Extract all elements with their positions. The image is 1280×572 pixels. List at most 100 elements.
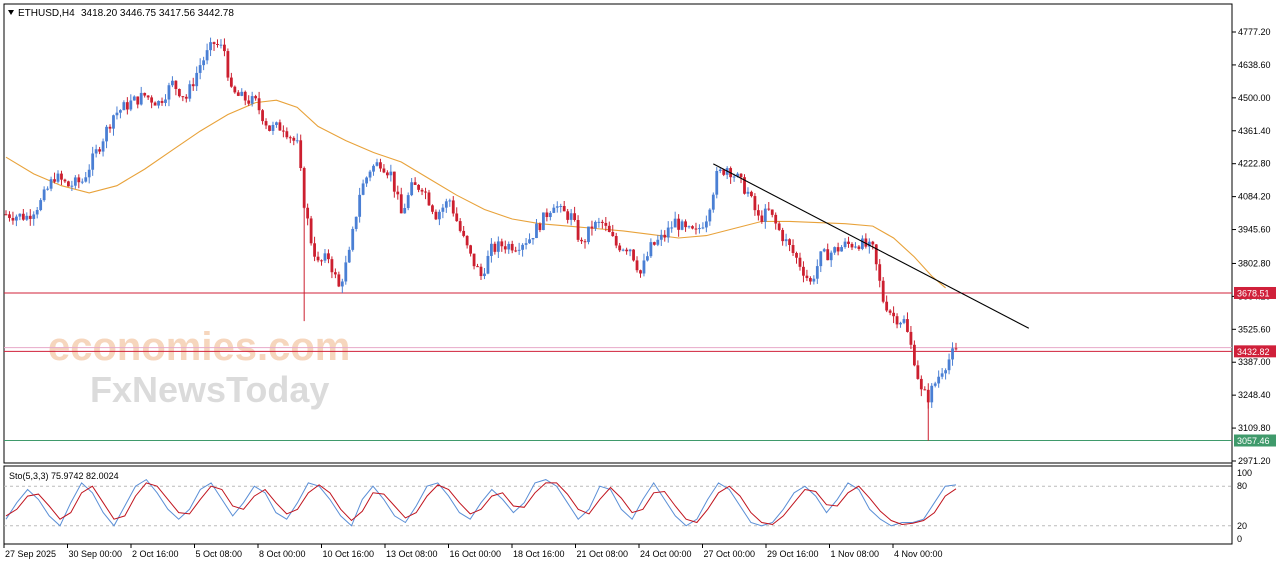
candle <box>327 249 330 264</box>
candle-body <box>618 245 622 251</box>
candle <box>368 169 372 182</box>
candle <box>268 125 271 132</box>
candle-body <box>878 264 882 281</box>
trendline[interactable] <box>713 163 1030 329</box>
horizontal-levels <box>4 292 1232 442</box>
stochastic-tick-label: 20 <box>1237 521 1247 531</box>
candle-body <box>465 235 469 246</box>
candle <box>98 146 102 155</box>
candle <box>288 135 292 144</box>
candle <box>930 383 934 408</box>
candle <box>698 224 701 234</box>
candle <box>174 80 178 96</box>
price-tick-label: 4500.00 <box>1238 93 1271 103</box>
candle <box>812 275 816 285</box>
ma-line <box>5 99 946 289</box>
candle-body <box>271 124 275 131</box>
price-tick-label: 3109.80 <box>1238 423 1271 433</box>
time-tick-label: 27 Oct 00:00 <box>704 549 756 559</box>
candle <box>337 271 341 288</box>
candle-body <box>281 130 285 132</box>
candle-body <box>316 256 320 261</box>
stochastic-pane[interactable] <box>3 465 1233 545</box>
candle <box>909 326 913 350</box>
candle-body <box>628 249 632 252</box>
candle <box>711 192 715 213</box>
price-tick-label: 3248.40 <box>1238 390 1271 400</box>
candle-body <box>462 230 466 236</box>
candle-body <box>132 96 136 101</box>
candle <box>944 368 947 380</box>
candle-body <box>639 270 642 274</box>
candle <box>11 211 15 225</box>
candle <box>722 168 726 177</box>
candle <box>396 185 400 200</box>
candle-body <box>188 84 192 99</box>
candle <box>441 203 445 219</box>
candle-body <box>25 215 29 220</box>
collapse-arrow-icon[interactable] <box>8 10 14 15</box>
candle <box>808 276 812 285</box>
candle <box>798 252 802 271</box>
candle <box>826 243 830 261</box>
candle <box>316 251 320 263</box>
candle-body <box>226 51 230 78</box>
candle <box>399 187 403 214</box>
candle <box>35 207 39 219</box>
candle-body <box>233 86 237 93</box>
candle <box>656 235 660 247</box>
candle-body <box>340 281 344 287</box>
candle-body <box>535 223 538 239</box>
candle <box>320 259 323 266</box>
candle-body <box>295 140 299 142</box>
candle <box>604 216 608 232</box>
level-tag-text: 3432.82 <box>1237 347 1270 357</box>
price-tick-label: 4222.80 <box>1238 159 1271 169</box>
candle <box>212 41 216 51</box>
candle-body <box>538 223 542 231</box>
candle <box>618 242 622 253</box>
candle-body <box>580 239 583 242</box>
candle-body <box>98 149 102 152</box>
candle-body <box>691 226 694 229</box>
candle-body <box>410 182 414 196</box>
trendline-segment[interactable] <box>713 163 1030 329</box>
candle <box>590 220 594 236</box>
candle-body <box>767 208 771 210</box>
candle <box>226 48 230 81</box>
candle <box>39 198 43 212</box>
candle-body <box>684 221 687 228</box>
candle-body <box>698 228 701 230</box>
candle <box>517 242 521 255</box>
candle-body <box>337 274 341 287</box>
candle-body <box>396 191 400 195</box>
candle-body <box>926 389 930 403</box>
candle <box>642 253 646 277</box>
candle <box>424 187 427 200</box>
candle-body <box>885 301 889 311</box>
candle <box>385 170 389 179</box>
candle <box>361 179 365 196</box>
candle-body <box>812 278 816 282</box>
candle <box>333 268 337 279</box>
candle <box>67 180 70 187</box>
candle <box>677 214 681 237</box>
candle-body <box>649 242 653 257</box>
candle <box>209 37 212 57</box>
candle <box>77 174 81 189</box>
candle-body <box>247 100 251 104</box>
candle-body <box>275 122 278 125</box>
candle-body <box>309 218 313 244</box>
candle-body <box>829 252 833 261</box>
time-tick-label: 4 Nov 00:00 <box>894 549 943 559</box>
candle <box>410 178 414 197</box>
candle-body <box>479 266 483 277</box>
candle-body <box>91 153 95 170</box>
candle-body <box>944 370 947 374</box>
candle-body <box>70 185 74 187</box>
main-pane[interactable] <box>3 3 1233 464</box>
candle-body <box>125 102 129 110</box>
candle-body <box>607 225 611 232</box>
candle-body <box>840 247 843 252</box>
candle-body <box>736 173 739 177</box>
